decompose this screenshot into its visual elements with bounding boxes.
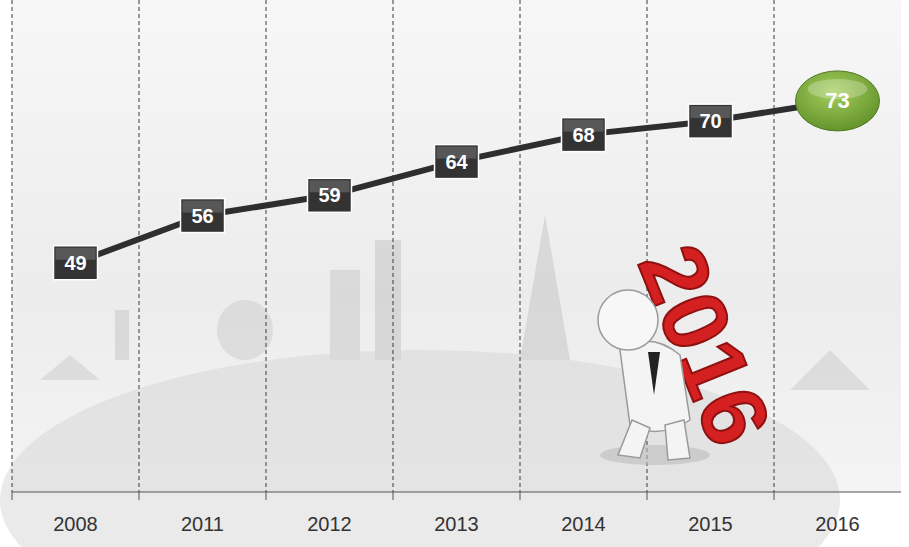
marker xyxy=(796,71,880,131)
grid-line xyxy=(520,0,521,492)
pyramid xyxy=(790,350,870,390)
x-tick-label: 2014 xyxy=(561,513,606,535)
x-tick-label: 2015 xyxy=(688,513,733,535)
figure-leg xyxy=(665,420,690,460)
marker xyxy=(181,199,225,233)
tower xyxy=(520,215,570,360)
x-tick xyxy=(266,492,267,500)
data-label: 64 xyxy=(445,151,468,173)
x-tick xyxy=(774,492,775,500)
decoration xyxy=(0,215,870,547)
dome xyxy=(217,300,273,360)
marker xyxy=(435,145,479,179)
grid-line xyxy=(12,0,13,492)
pyramid xyxy=(40,355,100,380)
data-label: 59 xyxy=(318,184,340,206)
data-label: 68 xyxy=(572,124,594,146)
x-tick xyxy=(139,492,140,500)
grid-line xyxy=(393,0,394,492)
data-label: 49 xyxy=(64,252,86,274)
figure-body xyxy=(620,341,690,431)
figure-leg xyxy=(618,420,650,458)
x-tick xyxy=(393,492,394,500)
x-tick xyxy=(647,492,648,500)
data-label: 73 xyxy=(825,88,849,113)
marker xyxy=(562,118,606,152)
grid-line xyxy=(266,0,267,492)
annotation-group: 2016 xyxy=(598,231,791,465)
data-label: 56 xyxy=(191,205,213,227)
x-tick-label: 2011 xyxy=(181,513,224,535)
x-axis xyxy=(12,491,901,492)
data-labels: 49 56 59 64 68 70 73 xyxy=(54,71,880,280)
line xyxy=(76,101,838,263)
grid-line xyxy=(139,0,140,492)
statue xyxy=(115,310,129,360)
x-tick-label: 2008 xyxy=(53,513,98,535)
building xyxy=(330,270,360,360)
data-label: 70 xyxy=(699,110,721,132)
plot-area xyxy=(76,101,838,263)
x-tick xyxy=(12,492,13,500)
marker xyxy=(54,246,98,280)
x-tick-label: 2012 xyxy=(307,513,352,535)
building xyxy=(375,240,401,360)
chart: 2008 2011 2012 2013 2014 2015 2016 2016 49 56 59 64… xyxy=(0,0,909,547)
figure-head xyxy=(598,290,658,350)
marker xyxy=(308,178,352,212)
figure-tie xyxy=(648,352,660,395)
x-tick-label: 2016 xyxy=(815,513,860,535)
x-tick xyxy=(520,492,521,500)
x-tick-label: 2013 xyxy=(434,513,479,535)
marker xyxy=(689,104,733,138)
